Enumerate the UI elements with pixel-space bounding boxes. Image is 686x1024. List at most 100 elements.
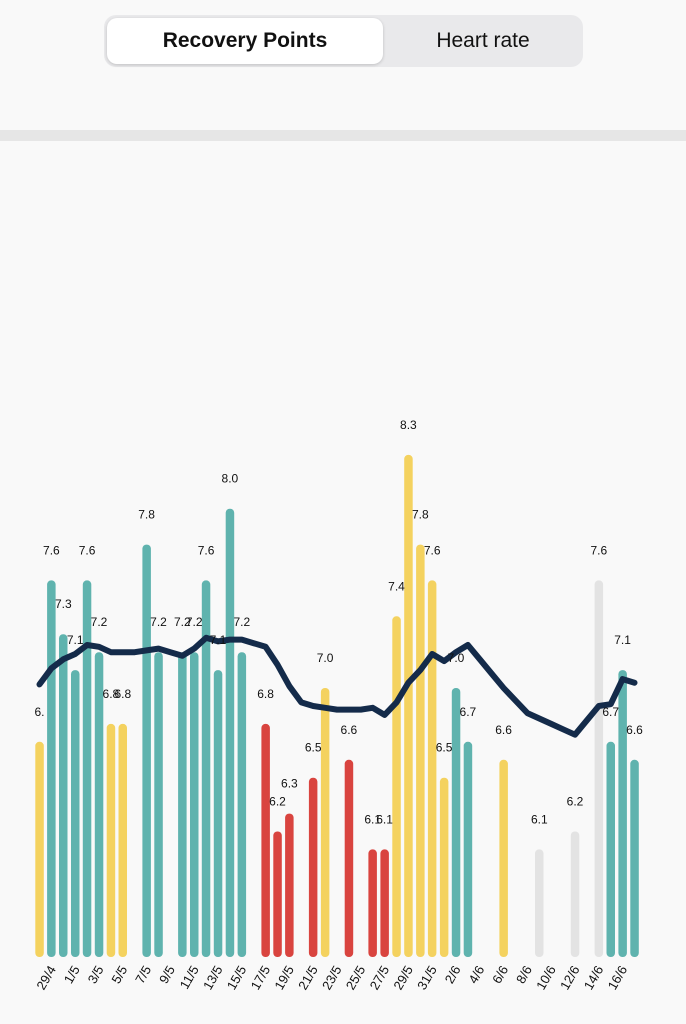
- tab-heart-rate[interactable]: Heart rate: [436, 29, 530, 52]
- section-divider: [0, 130, 686, 141]
- value-label-3-5: 7.2: [91, 615, 108, 629]
- value-label-21-5: 6.5: [305, 741, 322, 755]
- bar-1-6[interactable]: [439, 777, 449, 957]
- value-label-8-5: 7.2: [150, 615, 167, 629]
- x-tick-29-4: 29/4: [33, 963, 59, 992]
- chart-mode-segmented-control: Recovery Points Heart rate: [104, 15, 583, 67]
- value-label-2-6: 7.0: [448, 651, 465, 665]
- bar-16-6[interactable]: [618, 670, 627, 957]
- bar-4-5[interactable]: [106, 723, 116, 957]
- bar-24-5[interactable]: [344, 759, 354, 957]
- x-tick-6-6: 6/6: [489, 963, 511, 986]
- bar-13-5[interactable]: [213, 670, 223, 957]
- bar-2-5[interactable]: [82, 580, 92, 957]
- bar-12-5[interactable]: [201, 580, 211, 957]
- value-label-24-5: 6.6: [341, 723, 358, 737]
- bar-29-4[interactable]: [47, 580, 56, 957]
- bar-18-5[interactable]: [273, 831, 282, 958]
- tab-recovery-points[interactable]: Recovery Points: [107, 18, 383, 64]
- x-tick-27-5: 27/5: [367, 963, 393, 992]
- value-label-6-6: 6.6: [495, 723, 512, 737]
- bar-14-6[interactable]: [594, 580, 604, 957]
- bar-7-5[interactable]: [142, 544, 151, 957]
- bar-26-5[interactable]: [368, 849, 377, 957]
- value-label-30-5: 7.8: [412, 508, 429, 522]
- bar-15-5[interactable]: [237, 652, 247, 957]
- bar-11-5[interactable]: [190, 652, 199, 957]
- x-tick-7-5: 7/5: [132, 963, 154, 986]
- bar-21-5[interactable]: [308, 777, 318, 957]
- bar-5-5[interactable]: [118, 723, 128, 957]
- bar-22-5[interactable]: [320, 688, 330, 957]
- value-label-26-5: 6.1: [364, 812, 381, 826]
- value-label-7-5: 7.8: [138, 508, 155, 522]
- x-tick-3-5: 3/5: [85, 963, 107, 986]
- value-label-22-5: 7.0: [317, 651, 334, 665]
- value-label-29-5: 8.3: [400, 418, 417, 432]
- bar-2-6[interactable]: [451, 688, 461, 957]
- value-label-10-5: 7.2: [174, 615, 191, 629]
- value-label-11-5: 7.2: [186, 615, 203, 629]
- bar-28-4[interactable]: [35, 741, 44, 957]
- bar-1-5[interactable]: [71, 670, 80, 957]
- bar-10-5[interactable]: [178, 652, 187, 957]
- value-label-31-5: 7.6: [424, 543, 441, 557]
- bar-30-4[interactable]: [59, 634, 68, 957]
- bar-19-5[interactable]: [285, 813, 294, 957]
- x-tick-12-6: 12/6: [557, 963, 583, 992]
- bar-8-5[interactable]: [154, 652, 163, 957]
- x-tick-8-6: 8/6: [513, 963, 535, 986]
- bar-17-5[interactable]: [261, 723, 270, 957]
- bar-28-5[interactable]: [392, 616, 401, 957]
- bar-31-5[interactable]: [427, 580, 437, 957]
- value-label-14-5: 8.0: [222, 472, 239, 486]
- bar-17-6[interactable]: [630, 759, 639, 957]
- value-label-12-5: 7.6: [198, 543, 215, 557]
- value-label-1-5: 7.1: [67, 633, 84, 647]
- x-tick-9-5: 9/5: [156, 963, 178, 986]
- bar-3-5[interactable]: [94, 652, 104, 957]
- value-label-15-6: 6.7: [602, 705, 619, 719]
- value-label-5-5: 6.8: [114, 687, 131, 701]
- x-tick-14-6: 14/6: [581, 963, 607, 992]
- trend-layer: [36, 634, 638, 738]
- bar-27-5[interactable]: [380, 849, 389, 957]
- bar-9-6[interactable]: [535, 849, 544, 957]
- value-label-18-5: 6.2: [269, 795, 286, 809]
- value-label-3-6: 6.7: [460, 705, 477, 719]
- x-tick-2-6: 2/6: [442, 963, 464, 986]
- value-label-30-4: 7.3: [55, 597, 72, 611]
- x-tick-5-5: 5/5: [108, 963, 130, 986]
- bar-15-6[interactable]: [606, 741, 616, 957]
- x-tick-29-5: 29/5: [390, 963, 416, 992]
- x-tick-1-5: 1/5: [61, 963, 83, 986]
- x-tick-10-6: 10/6: [533, 963, 559, 992]
- x-tick-25-5: 25/5: [343, 963, 369, 992]
- x-tick-11-5: 11/5: [177, 963, 202, 992]
- x-tick-15-5: 15/5: [224, 963, 250, 992]
- x-tick-31-5: 31/5: [414, 963, 440, 992]
- x-axis-tick-labels: 29/4 1/5 3/5 5/5 7/5 9/511/513/515/517/519/52…: [33, 963, 630, 992]
- value-label-17-5: 6.8: [257, 687, 274, 701]
- x-tick-4-6: 4/6: [465, 963, 487, 986]
- value-label-1-6: 6.5: [436, 741, 453, 755]
- bar-12-6[interactable]: [570, 831, 580, 958]
- recovery-points-chart: 6.7.67.37.17.67.26.86.87.87.2 7.27.27.67.…: [33, 418, 643, 993]
- value-label-14-6: 7.6: [590, 543, 607, 557]
- value-label-16-6: 7.1: [614, 633, 631, 647]
- x-tick-21-5: 21/5: [295, 963, 321, 992]
- value-label-27-5: 6.1: [376, 812, 393, 826]
- bar-3-6[interactable]: [463, 741, 473, 957]
- value-label-17-6: 6.6: [626, 723, 643, 737]
- bar-29-5[interactable]: [404, 454, 413, 957]
- bar-14-5[interactable]: [225, 508, 235, 957]
- value-label-13-5: 7.1: [210, 633, 227, 647]
- value-labels-layer: 6.7.67.37.17.67.26.86.87.87.2 7.27.27.67.…: [34, 418, 643, 827]
- bars-layer: [35, 454, 639, 958]
- bar-6-6[interactable]: [499, 759, 508, 957]
- value-label-19-5: 6.3: [281, 777, 298, 791]
- bar-30-5[interactable]: [416, 544, 425, 957]
- value-label-9-6: 6.1: [531, 812, 548, 826]
- value-label-15-5: 7.2: [233, 615, 250, 629]
- value-label-29-4: 7.6: [43, 543, 60, 557]
